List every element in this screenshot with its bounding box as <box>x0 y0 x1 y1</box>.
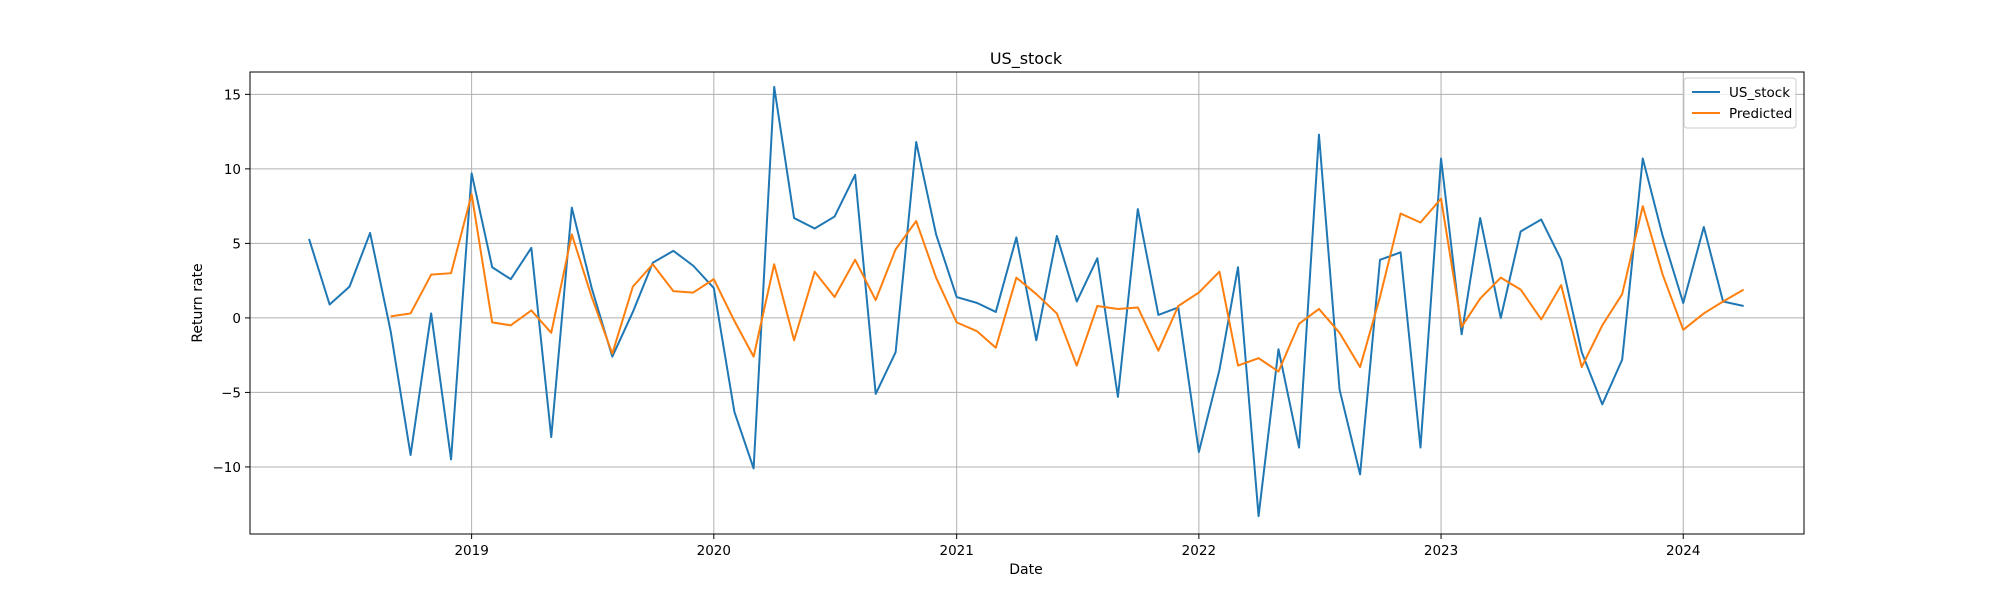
x-tick-label: 2023 <box>1424 543 1458 559</box>
grid <box>250 72 1804 534</box>
x-axis-label: Date <box>1009 562 1042 578</box>
legend[interactable]: US_stock Predicted <box>1683 77 1797 129</box>
x-tick-label: 2022 <box>1182 543 1216 559</box>
y-tick-label: 15 <box>224 87 241 103</box>
legend-label: Predicted <box>1729 106 1792 122</box>
x-tick-label: 2024 <box>1666 543 1700 559</box>
x-tick-label: 2020 <box>697 543 731 559</box>
y-tick-label: 0 <box>232 311 241 327</box>
series-lines <box>308 85 1745 518</box>
plot-area <box>250 72 1804 534</box>
y-tick-label: 10 <box>224 162 241 178</box>
y-tick-label: −10 <box>213 460 242 476</box>
y-tick-label: −5 <box>221 385 241 401</box>
y-axis-label: Return rate <box>190 263 206 342</box>
x-tick-label: 2019 <box>454 543 488 559</box>
legend-box <box>1683 77 1797 129</box>
axis-ticks: 2019 2020 2021 2022 2023 2024 −10 −5 0 5 10 15 <box>213 87 1701 559</box>
x-tick-label: 2021 <box>939 543 973 559</box>
series-line-predicted <box>390 193 1745 373</box>
plot-frame <box>249 71 1805 535</box>
chart-title: US_stock <box>990 49 1063 69</box>
y-tick-label: 5 <box>232 236 241 252</box>
legend-label: US_stock <box>1729 85 1790 101</box>
series-line-us-stock <box>308 85 1744 518</box>
